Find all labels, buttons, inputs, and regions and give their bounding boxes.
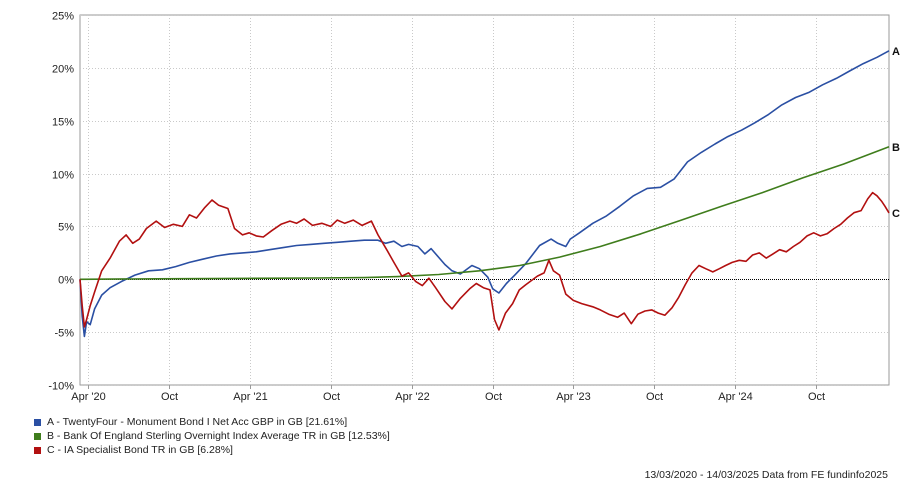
end-label-b: B: [892, 142, 900, 154]
series-line-c: [79, 191, 890, 331]
x-tick-label: Oct: [808, 391, 825, 403]
end-label-a: A: [892, 46, 900, 58]
plot-frame: [79, 14, 890, 386]
x-tick-label: Oct: [323, 391, 340, 403]
y-tick-label: 5%: [58, 222, 74, 234]
legend-label-a: A - TwentyFour - Monument Bond I Net Acc…: [47, 416, 348, 428]
legend-swatch-c: [34, 446, 41, 454]
x-tick-label: Oct: [485, 391, 502, 403]
series-line-b: [79, 146, 890, 281]
y-tick-label: 25%: [52, 11, 74, 23]
footer-source: 13/03/2020 - 14/03/2025 Data from FE fun…: [644, 469, 888, 481]
x-tick-label: Apr '23: [556, 391, 591, 403]
y-axis: -10% -5% 0% 5% 10% 15% 20% 25%: [48, 11, 74, 393]
end-label-c: C: [892, 208, 900, 220]
y-tick-label: 0%: [58, 275, 74, 287]
y-tick-label: 15%: [52, 117, 74, 129]
y-tick-label: -10%: [48, 381, 74, 393]
x-axis: Apr '20 Oct Apr '21 Oct Apr '22 Oct Apr '23 Oct…: [71, 385, 825, 403]
y-tick-label: 20%: [52, 64, 74, 76]
series-lines: [79, 50, 890, 338]
x-tick-label: Apr '21: [233, 391, 268, 403]
x-tick-label: Apr '22: [395, 391, 430, 403]
line-chart: -10%-5%0%5%10%15%20%25% Apr '20 Oct Apr '2…: [48, 11, 900, 404]
x-tick-label: Apr '20: [71, 391, 106, 403]
series-line-a: [79, 50, 890, 338]
y-tick-label: 10%: [52, 170, 74, 182]
x-tick-label: Apr '24: [718, 391, 753, 403]
x-tick-label: Oct: [161, 391, 178, 403]
legend-item-a: A - TwentyFour - Monument Bond I Net Acc…: [34, 415, 390, 429]
legend-item-c: C - IA Specialist Bond TR in GB [6.28%]: [34, 443, 390, 457]
end-labels: A B C: [892, 46, 900, 220]
legend-swatch-b: [34, 432, 41, 440]
y-tick-label: -5%: [54, 328, 74, 340]
legend-item-b: B - Bank Of England Sterling Overnight I…: [34, 429, 390, 443]
legend: A - TwentyFour - Monument Bond I Net Acc…: [34, 415, 390, 457]
legend-label-b: B - Bank Of England Sterling Overnight I…: [47, 430, 390, 442]
x-tick-label: Oct: [646, 391, 663, 403]
legend-swatch-a: [34, 418, 41, 426]
legend-label-c: C - IA Specialist Bond TR in GB [6.28%]: [47, 444, 233, 456]
grid-lines: [79, 14, 890, 386]
